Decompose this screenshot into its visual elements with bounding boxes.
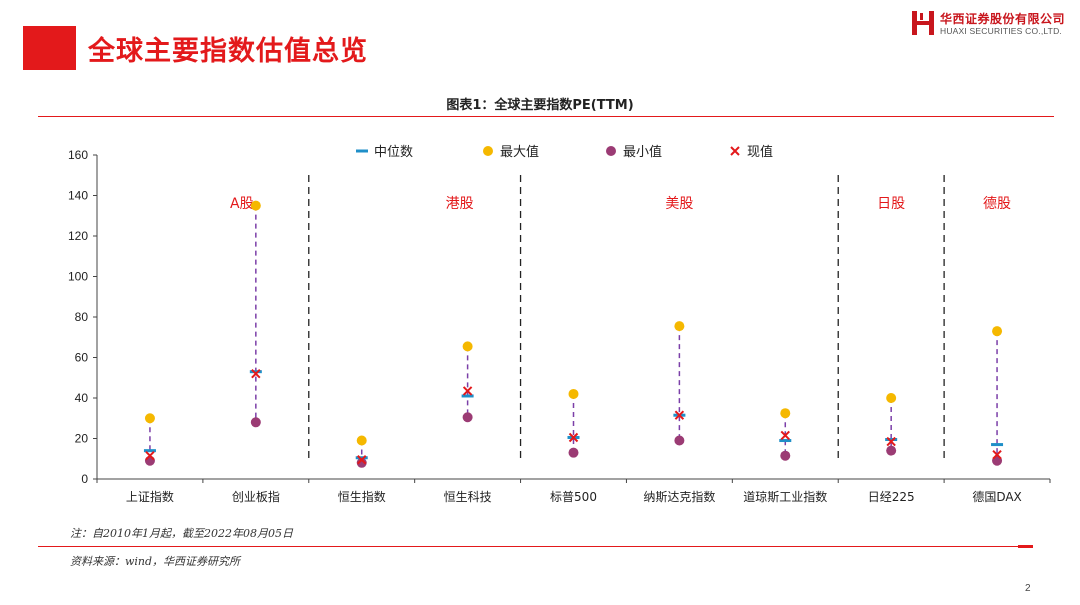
y-tick-label: 80: [75, 310, 89, 324]
min-point: [886, 445, 897, 456]
x-tick-label: 标普500: [550, 490, 597, 504]
max-point: [674, 321, 685, 332]
min-point: [144, 455, 155, 466]
median-marker: [779, 439, 792, 443]
data-source: 资料来源：wind，华西证券研究所: [70, 555, 241, 568]
x-tick-label: 上证指数: [126, 489, 174, 504]
x-tick-label: 道琼斯工业指数: [743, 489, 827, 504]
logo-company-name-en: HUAXI SECURITIES CO.,LTD.: [940, 26, 1062, 36]
current-marker: [674, 410, 685, 420]
y-tick-label: 60: [75, 351, 89, 365]
group-label: A股: [230, 196, 254, 212]
current-marker: [992, 449, 1002, 460]
group-label: 港股: [446, 196, 474, 212]
x-tick-label: 纳斯达克指数: [643, 489, 715, 504]
y-tick-label: 0: [81, 472, 88, 486]
x-tick-label: 创业板指: [232, 489, 280, 504]
legend-point-icon: [483, 146, 493, 156]
max-point: [780, 408, 791, 419]
x-tick-label: 日经225: [868, 490, 915, 504]
max-point: [992, 326, 1003, 337]
chart-title: 图表1：全球主要指数PE(TTM): [446, 98, 634, 113]
legend-label: 最小值: [623, 144, 662, 160]
min-point: [462, 412, 473, 423]
min-point: [250, 417, 261, 428]
current-marker: [251, 368, 261, 379]
x-tick-label: 恒生科技: [444, 490, 492, 504]
current-marker: [780, 430, 790, 441]
legend-label: 现值: [747, 144, 773, 160]
min-point: [356, 457, 367, 468]
current-marker: [886, 436, 896, 447]
legend-median-icon: [356, 149, 368, 153]
x-tick-label: 德国DAX: [972, 489, 1021, 504]
max-point: [462, 341, 473, 352]
min-point: [780, 450, 791, 461]
max-point: [568, 388, 579, 399]
huaxi-logo-icon: [912, 11, 934, 35]
median-marker: [355, 456, 368, 460]
current-marker: [568, 432, 579, 443]
median-marker: [249, 370, 262, 374]
min-point: [674, 435, 685, 446]
legend-label: 中位数: [374, 145, 413, 160]
max-point: [356, 435, 367, 446]
median-marker: [143, 449, 156, 453]
max-point: [144, 413, 155, 424]
group-label: 日股: [877, 196, 905, 212]
y-tick-label: 140: [68, 189, 88, 203]
y-tick-label: 40: [75, 391, 89, 405]
legend-current-icon: [730, 146, 740, 156]
median-marker: [991, 443, 1004, 447]
x-tick-label: 恒生指数: [338, 489, 386, 504]
median-marker: [885, 438, 898, 442]
company-logo: 华西证券股份有限公司 HUAXI SECURITIES CO.,LTD.: [912, 10, 1072, 40]
group-label: 德股: [983, 196, 1011, 212]
max-point: [886, 393, 897, 403]
current-marker: [357, 455, 367, 465]
chart-note: 注：自2010年1月起，截至2022年08月05日: [70, 527, 293, 540]
title-accent-block: [23, 26, 76, 70]
legend-point-icon: [606, 146, 616, 156]
page-title: 全球主要指数估值总览: [88, 36, 368, 67]
legend-label: 最大值: [500, 144, 539, 160]
min-point: [568, 447, 579, 458]
current-marker: [462, 386, 473, 396]
current-marker: [145, 451, 155, 461]
y-tick-label: 20: [75, 432, 89, 446]
max-point: [250, 200, 261, 211]
y-tick-label: 160: [68, 148, 88, 162]
group-label: 美股: [665, 196, 693, 212]
footer-divider: [38, 546, 1033, 547]
footer-divider-accent: [1018, 545, 1033, 548]
y-tick-label: 100: [68, 270, 88, 284]
y-tick-label: 120: [68, 229, 88, 243]
logo-company-name-cn: 华西证券股份有限公司: [940, 12, 1066, 26]
title-divider: [38, 116, 1054, 117]
median-marker: [461, 394, 474, 398]
page-number: 2: [1025, 583, 1031, 594]
